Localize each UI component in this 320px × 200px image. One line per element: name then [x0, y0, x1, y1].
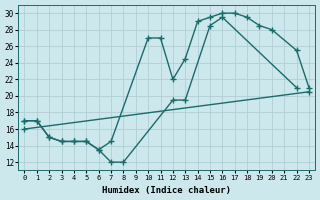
X-axis label: Humidex (Indice chaleur): Humidex (Indice chaleur) — [102, 186, 231, 195]
